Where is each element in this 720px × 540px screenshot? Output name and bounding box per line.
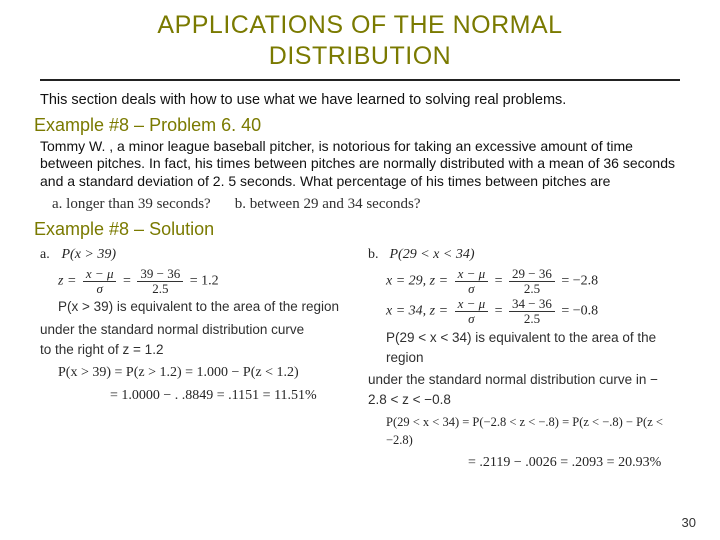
sol-b-eq1: P(29 < x < 34) = P(−2.8 < z < −.8) = P(z…: [386, 413, 680, 451]
sol-a-zline: z = x − μ σ = 39 − 36 2.5 = 1.2: [58, 267, 352, 295]
question-a-label: a.: [52, 196, 62, 212]
slide-title-line2: DISTRIBUTION: [40, 41, 680, 72]
sol-b-row1-val: = −2.8: [561, 273, 598, 288]
question-a: a. longer than 39 seconds?: [52, 196, 211, 213]
sol-a-equiv2: under the standard normal distribution c…: [40, 320, 352, 340]
solution-heading: Example #8 – Solution: [34, 219, 680, 240]
sol-a-p1: P(x > 39): [62, 247, 117, 262]
solution-row: a. P(x > 39) z = x − μ σ = 39 − 36 2.5 =…: [40, 244, 680, 475]
sol-a-label: a.: [40, 244, 58, 265]
sol-b-row1-f2: 29 − 36 2.5: [509, 267, 555, 295]
sol-b-row2-f1-num: x − μ: [455, 297, 489, 312]
sol-a-eq2: = 1.0000 − . .8849 = .1151 = 11.51%: [110, 385, 352, 406]
slide: APPLICATIONS OF THE NORMAL DISTRIBUTION …: [0, 0, 720, 540]
sol-a-line1: a. P(x > 39): [40, 244, 352, 265]
sol-a-frac2: 39 − 36 2.5: [137, 267, 183, 295]
problem-text: Tommy W. , a minor league baseball pitch…: [40, 138, 680, 191]
intro-text: This section deals with how to use what …: [40, 91, 680, 109]
sol-b-row2-f2-den: 2.5: [509, 312, 555, 326]
sol-b-row1-f1: x − μ σ: [455, 267, 489, 295]
question-row: a. longer than 39 seconds? b. between 29…: [52, 196, 680, 213]
sol-a-equiv3: to the right of z = 1.2: [40, 340, 352, 360]
sol-b-equiv1: P(29 < x < 34) is equivalent to the area…: [386, 328, 680, 369]
sol-a-eq1: P(x > 39) = P(z > 1.2) = 1.000 − P(z < 1…: [58, 362, 352, 383]
sol-b-row2-val: = −0.8: [561, 304, 598, 319]
sol-b-z1: x = 29, z = x − μ σ = 29 − 36 2.5 = −2.8: [386, 267, 680, 295]
sol-b-row1-f2-den: 2.5: [509, 282, 555, 296]
sol-b-row1-f2-num: 29 − 36: [509, 267, 555, 282]
sol-b-row2-f1-den: σ: [455, 312, 489, 326]
sol-a-val: = 1.2: [190, 273, 219, 288]
question-b: b. between 29 and 34 seconds?: [235, 196, 421, 213]
sol-b-row2-f1: x − μ σ: [455, 297, 489, 325]
page-number: 30: [682, 515, 696, 530]
question-b-label: b.: [235, 196, 246, 212]
sol-b-equiv2: under the standard normal distribution c…: [368, 370, 680, 411]
sol-b-row1-pre: x = 29, z =: [386, 273, 448, 288]
sol-b-row2-f2-num: 34 − 36: [509, 297, 555, 312]
sol-a-zeq: z =: [58, 273, 76, 288]
example-heading: Example #8 – Problem 6. 40: [34, 115, 680, 136]
solution-col-b: b. P(29 < x < 34) x = 29, z = x − μ σ = …: [368, 244, 680, 475]
title-block: APPLICATIONS OF THE NORMAL DISTRIBUTION: [40, 10, 680, 73]
sol-b-row1-f1-den: σ: [455, 282, 489, 296]
sol-a-frac2-num: 39 − 36: [137, 267, 183, 282]
sol-b-eq2: = .2119 − .0026 = .2093 = 20.93%: [468, 452, 680, 473]
sol-b-row2-mid: =: [495, 304, 503, 319]
sol-b-line1: b. P(29 < x < 34): [368, 244, 680, 265]
sol-b-z2: x = 34, z = x − μ σ = 34 − 36 2.5 = −0.8: [386, 297, 680, 325]
question-b-text: between 29 and 34 seconds?: [250, 196, 421, 212]
sol-b-row2-f2: 34 − 36 2.5: [509, 297, 555, 325]
sol-b-label: b.: [368, 244, 386, 265]
sol-a-frac1-den: σ: [83, 282, 117, 296]
title-divider: [40, 79, 680, 81]
sol-a-frac1: x − μ σ: [83, 267, 117, 295]
sol-b-row1-f1-num: x − μ: [455, 267, 489, 282]
sol-b-row1-mid: =: [495, 273, 503, 288]
sol-a-equiv1: P(x > 39) is equivalent to the area of t…: [58, 297, 352, 317]
question-a-text: longer than 39 seconds?: [66, 196, 211, 212]
sol-b-p1: P(29 < x < 34): [390, 247, 475, 262]
sol-b-row2-pre: x = 34, z =: [386, 304, 448, 319]
slide-title-line1: APPLICATIONS OF THE NORMAL: [40, 10, 680, 41]
sol-a-frac2-den: 2.5: [137, 282, 183, 296]
sol-a-mid: =: [123, 273, 131, 288]
solution-col-a: a. P(x > 39) z = x − μ σ = 39 − 36 2.5 =…: [40, 244, 352, 475]
sol-a-frac1-num: x − μ: [83, 267, 117, 282]
